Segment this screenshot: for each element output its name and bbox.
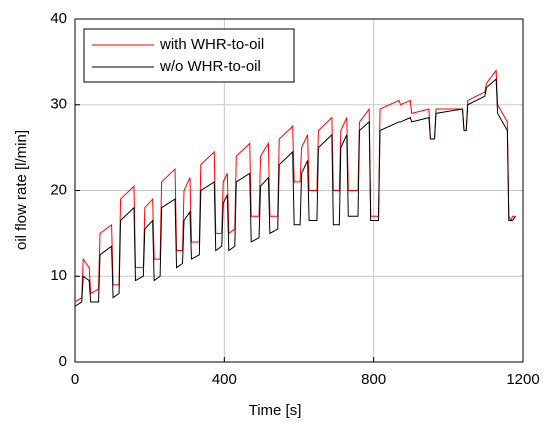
y-tick-label: 0 <box>59 353 67 370</box>
y-tick-label: 20 <box>50 181 67 198</box>
y-tick-label: 30 <box>50 96 67 113</box>
x-axis-label: Time [s] <box>249 402 302 419</box>
x-tick-label: 400 <box>212 371 237 388</box>
y-axis-label: oil flow rate [l/min] <box>13 130 30 250</box>
legend-box <box>83 28 295 83</box>
y-tick-label: 40 <box>50 10 67 27</box>
x-tick-label: 800 <box>361 371 386 388</box>
x-tick-label: 1200 <box>506 371 539 388</box>
series-line <box>74 77 516 307</box>
legend-label: with WHR-to-oil <box>159 36 264 53</box>
plot-frame <box>74 18 524 363</box>
x-tick-label: 0 <box>71 371 79 388</box>
legend-label: w/o WHR-to-oil <box>159 58 261 75</box>
y-tick-label: 10 <box>50 267 67 284</box>
